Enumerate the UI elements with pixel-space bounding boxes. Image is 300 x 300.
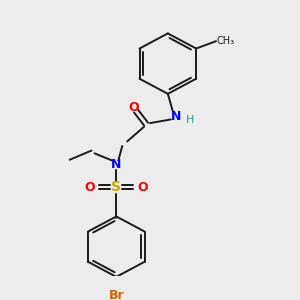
Text: N: N	[171, 110, 181, 123]
Text: H: H	[186, 116, 194, 125]
Text: N: N	[111, 158, 122, 171]
Text: O: O	[129, 101, 140, 114]
Text: O: O	[84, 181, 95, 194]
Text: Br: Br	[109, 289, 124, 300]
Text: S: S	[111, 180, 121, 194]
Text: CH₃: CH₃	[217, 36, 235, 46]
Text: O: O	[138, 181, 148, 194]
